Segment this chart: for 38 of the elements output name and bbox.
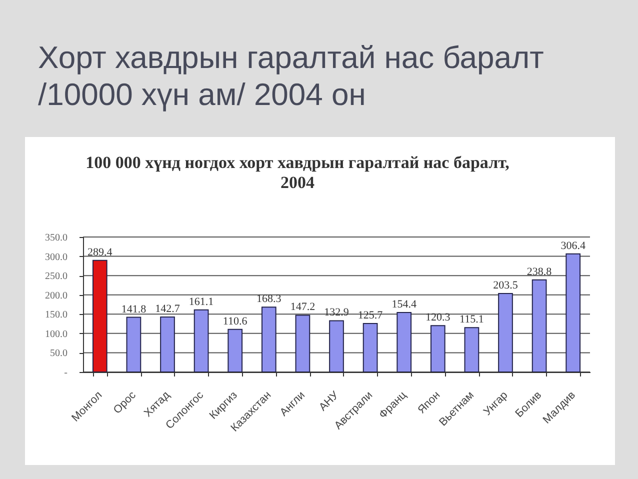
bar [430,325,446,372]
data-label: 120.3 [426,312,451,324]
data-label: 306.4 [560,240,586,252]
bar [464,327,480,372]
bar [566,253,581,372]
bar [92,260,108,372]
chart-subtitle: 100 000 хүнд ногдох хорт хавдрын гаралтай нас баралт, 2004 [86,153,510,192]
data-label: 203.5 [493,280,518,292]
y-tick-label: 200.0 [45,290,68,302]
data-label: 289.4 [88,246,113,258]
bar [261,306,276,372]
bar [362,323,378,372]
y-tick-label: 300.0 [45,252,68,263]
data-label: 142.7 [155,302,180,315]
bar [532,279,547,372]
y-tick-label: - [64,368,68,378]
y-tick-label: 250.0 [45,271,68,282]
bar [396,312,412,372]
data-label: 238.8 [526,266,552,278]
data-label: 110.6 [222,315,248,328]
bar [160,316,175,372]
data-label: 161.1 [188,296,214,308]
bar [126,316,142,372]
data-label: 154.4 [392,298,417,310]
y-tick-label: 100.0 [45,328,68,340]
data-label: 168.3 [256,293,282,306]
y-tick-label: 350.0 [45,232,68,244]
y-tick-label: 150.0 [45,310,68,321]
data-label: 141.8 [121,303,147,316]
bar [295,314,310,372]
bar [194,309,209,372]
y-tick-label: 50.0 [50,348,68,360]
bar [228,328,243,372]
data-label: 147.2 [290,301,316,314]
bar [329,320,344,372]
chart-title: Хорт хавдрын гаралтай нас баралт /10000 хүн ам/ 2004 он [38,40,544,112]
data-label: 115.1 [460,314,484,326]
bar [498,293,513,372]
